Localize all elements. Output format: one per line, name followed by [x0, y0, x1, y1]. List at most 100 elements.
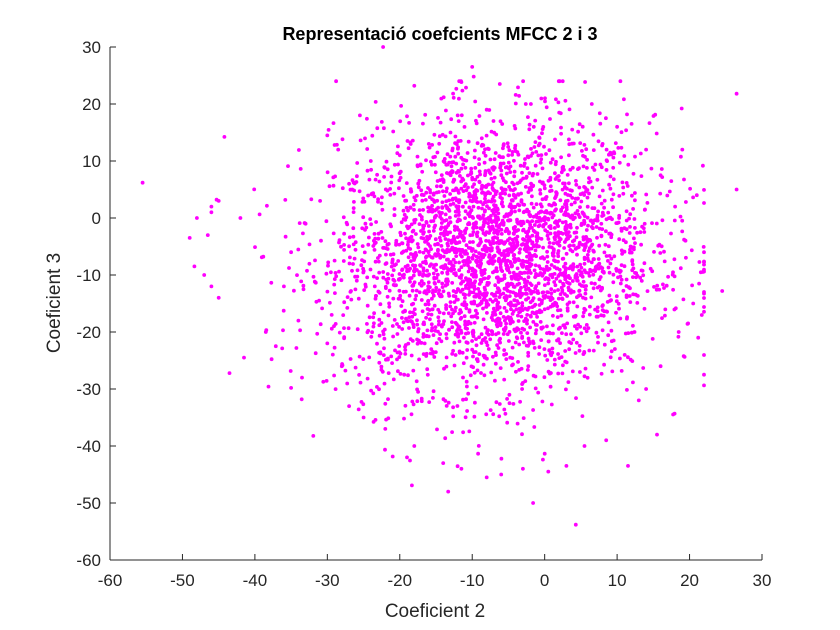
data-point — [301, 283, 306, 288]
data-point — [588, 304, 592, 309]
data-point — [435, 150, 440, 155]
data-point — [662, 286, 666, 290]
data-point — [480, 254, 484, 259]
data-point — [424, 255, 428, 260]
data-point — [466, 286, 471, 291]
data-point — [347, 244, 351, 249]
data-point — [528, 288, 532, 293]
data-point — [506, 145, 511, 149]
data-point — [381, 45, 385, 49]
data-point — [508, 241, 512, 246]
data-point — [525, 166, 530, 171]
data-point — [685, 322, 690, 326]
data-point — [352, 200, 356, 204]
data-point — [577, 282, 582, 287]
data-point — [484, 200, 489, 204]
data-point — [631, 171, 636, 176]
data-point — [469, 290, 473, 295]
data-point — [525, 313, 530, 317]
data-point — [525, 318, 529, 323]
data-point — [374, 220, 378, 224]
data-point — [489, 329, 494, 333]
data-point — [438, 238, 443, 243]
data-point — [477, 251, 481, 256]
data-point — [463, 296, 467, 300]
data-point — [430, 203, 434, 208]
data-point — [583, 287, 588, 292]
data-point — [500, 191, 504, 196]
data-point — [628, 300, 633, 304]
data-point — [440, 177, 445, 182]
data-point — [414, 232, 418, 236]
data-point — [420, 192, 425, 197]
data-point — [416, 245, 421, 250]
data-point — [562, 181, 567, 186]
data-point — [452, 267, 456, 272]
data-point — [227, 371, 232, 375]
data-point — [453, 250, 458, 254]
data-point — [534, 213, 539, 217]
data-point — [350, 178, 355, 183]
data-point — [628, 357, 633, 362]
data-point — [418, 163, 423, 168]
data-point — [676, 334, 681, 339]
data-point — [638, 230, 643, 235]
data-point — [441, 159, 446, 164]
data-point — [565, 280, 569, 285]
data-point — [455, 331, 460, 336]
data-point — [440, 132, 445, 137]
data-point — [563, 185, 567, 190]
data-point — [442, 219, 447, 223]
data-point — [432, 281, 437, 285]
data-point — [497, 288, 502, 293]
data-point — [529, 246, 534, 251]
data-point — [464, 302, 469, 307]
data-point — [492, 203, 496, 207]
data-point — [333, 387, 338, 391]
data-point — [516, 152, 521, 157]
data-point — [474, 254, 479, 259]
data-point — [264, 328, 269, 332]
data-point — [575, 326, 579, 331]
data-point — [384, 159, 389, 164]
data-point — [559, 131, 563, 136]
data-point — [441, 189, 445, 194]
data-point — [527, 186, 532, 191]
data-point — [494, 332, 498, 337]
data-point — [355, 327, 360, 332]
data-point — [570, 279, 575, 283]
data-point — [520, 304, 525, 308]
data-point — [596, 139, 601, 144]
data-point — [596, 340, 600, 345]
data-point — [429, 312, 434, 317]
data-point — [392, 191, 397, 196]
data-point — [604, 254, 609, 258]
data-point — [252, 187, 257, 192]
data-point — [419, 298, 424, 302]
data-point — [426, 312, 431, 316]
data-point — [635, 230, 639, 235]
data-point — [341, 215, 346, 220]
data-point — [593, 281, 597, 286]
data-point — [394, 243, 398, 247]
data-point — [414, 379, 419, 384]
data-point — [556, 254, 561, 259]
data-point — [373, 418, 378, 422]
data-point — [504, 171, 509, 176]
x-tick-label: 10 — [608, 571, 627, 590]
data-point — [580, 274, 585, 279]
data-point — [421, 269, 426, 273]
data-point — [450, 263, 455, 268]
data-point — [312, 279, 317, 284]
data-point — [473, 308, 478, 313]
data-point — [480, 183, 484, 188]
data-point — [406, 255, 411, 260]
data-point — [536, 281, 541, 286]
data-point — [469, 166, 474, 171]
data-point — [529, 258, 534, 262]
data-point — [392, 283, 397, 288]
data-point — [618, 281, 623, 286]
data-point — [512, 124, 517, 128]
data-point — [523, 379, 528, 383]
data-point — [421, 121, 425, 126]
